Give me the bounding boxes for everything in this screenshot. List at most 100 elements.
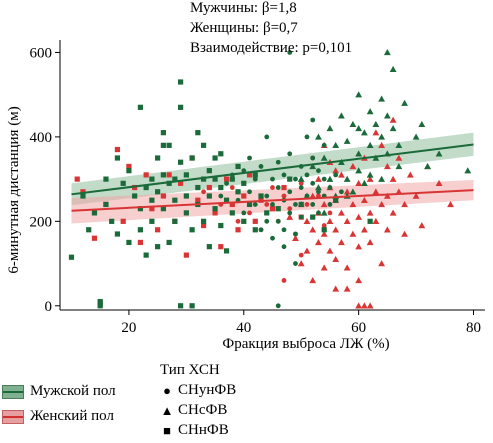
point-female-triangle xyxy=(355,243,363,250)
point-male-square xyxy=(166,239,172,246)
point-male-circle xyxy=(327,202,333,207)
point-female-square xyxy=(206,184,212,191)
point-male-square xyxy=(103,176,109,182)
point-female-triangle xyxy=(366,209,374,216)
point-male-triangle xyxy=(372,154,380,161)
point-male-square xyxy=(223,248,230,254)
point-female-square xyxy=(132,184,138,191)
point-female-triangle xyxy=(309,226,317,233)
point-male-square xyxy=(200,176,207,182)
point-male-triangle xyxy=(326,175,334,182)
point-female-square xyxy=(74,176,80,182)
point-female-triangle xyxy=(338,209,345,216)
point-male-triangle xyxy=(338,158,345,165)
point-female-triangle xyxy=(401,230,408,237)
point-male-triangle xyxy=(360,129,368,136)
point-male-circle xyxy=(252,176,258,182)
point-female-square xyxy=(126,163,132,170)
point-male-circle xyxy=(281,172,287,178)
point-male-square xyxy=(109,218,115,224)
point-male-square xyxy=(166,142,172,148)
point-male-triangle xyxy=(332,141,340,149)
point-male-circle xyxy=(321,176,327,182)
point-female-circle xyxy=(304,202,310,207)
point-female-circle xyxy=(247,210,252,216)
point-female-triangle xyxy=(360,196,368,203)
point-male-square xyxy=(206,244,212,250)
point-male-circle xyxy=(304,172,310,178)
point-male-triangle xyxy=(378,133,386,140)
point-male-triangle xyxy=(338,112,345,119)
point-female-square xyxy=(114,146,121,153)
point-female-triangle xyxy=(315,175,322,182)
legend-label-triangle: СНсФВ xyxy=(178,402,228,418)
point-female-square xyxy=(212,210,218,216)
point-female-triangle xyxy=(366,239,374,246)
point-male-circle xyxy=(275,185,281,190)
point-female-triangle xyxy=(332,167,340,174)
point-female-triangle xyxy=(355,179,363,187)
point-male-triangle xyxy=(343,137,351,144)
point-female-triangle xyxy=(366,175,374,182)
legend-item-female: Женский пол xyxy=(2,408,114,425)
point-female-triangle xyxy=(349,163,357,170)
y-tick-label: 200 xyxy=(30,214,53,230)
point-male-square xyxy=(264,210,270,216)
point-male-triangle xyxy=(343,175,351,182)
point-male-square xyxy=(149,197,155,203)
point-female-square xyxy=(246,172,253,178)
point-female-triangle xyxy=(355,277,363,284)
point-male-square xyxy=(97,298,103,305)
point-female-circle xyxy=(270,185,275,190)
point-female-square xyxy=(137,239,144,246)
legend-swatch-female xyxy=(2,409,24,424)
point-female-triangle xyxy=(349,201,357,208)
legend-label-male: Мужской пол xyxy=(30,383,116,399)
point-male-square xyxy=(103,201,109,208)
x-tick-label: 40 xyxy=(236,320,251,336)
point-female-triangle xyxy=(320,230,328,237)
point-male-square xyxy=(68,254,75,260)
point-female-circle xyxy=(264,202,270,207)
point-male-square xyxy=(321,227,327,233)
point-female-triangle xyxy=(383,226,391,233)
legend-label-circle: СНунФВ xyxy=(178,382,237,398)
point-male-square xyxy=(137,227,144,233)
point-female-square xyxy=(269,206,276,212)
point-male-square xyxy=(367,218,373,224)
point-male-triangle xyxy=(320,209,328,216)
point-male-triangle xyxy=(383,49,391,56)
annotation-male-beta: Мужчины: β=1,8 xyxy=(190,0,297,16)
point-male-triangle xyxy=(303,192,311,199)
point-female-square xyxy=(155,227,161,233)
point-male-square xyxy=(287,176,293,182)
point-female-triangle xyxy=(338,239,345,246)
point-female-triangle xyxy=(332,226,340,233)
point-male-circle xyxy=(298,185,304,190)
point-male-circle xyxy=(252,202,258,207)
point-male-circle xyxy=(275,303,281,309)
point-female-circle xyxy=(201,189,206,195)
point-female-circle xyxy=(327,210,333,216)
point-male-triangle xyxy=(320,154,328,161)
point-female-triangle xyxy=(309,192,317,199)
legend-label-square: СНнФВ xyxy=(178,422,229,438)
point-male-square xyxy=(172,218,178,224)
point-female-triangle xyxy=(389,209,397,216)
point-female-triangle xyxy=(303,247,311,254)
point-female-triangle xyxy=(378,141,386,149)
point-female-triangle xyxy=(297,260,305,267)
point-female-triangle xyxy=(395,154,403,161)
point-male-circle xyxy=(304,134,310,140)
legend-label-female: Женский пол xyxy=(30,408,114,424)
point-male-square xyxy=(241,180,247,186)
point-male-square xyxy=(143,184,149,191)
point-female-triangle xyxy=(401,201,408,208)
point-female-triangle xyxy=(320,264,328,271)
point-male-square xyxy=(298,201,304,208)
point-male-square xyxy=(183,172,189,178)
annotation-interaction: Взаимодействие: p=0,101 xyxy=(190,40,353,56)
point-female-square xyxy=(195,197,201,203)
point-male-square xyxy=(212,176,218,182)
